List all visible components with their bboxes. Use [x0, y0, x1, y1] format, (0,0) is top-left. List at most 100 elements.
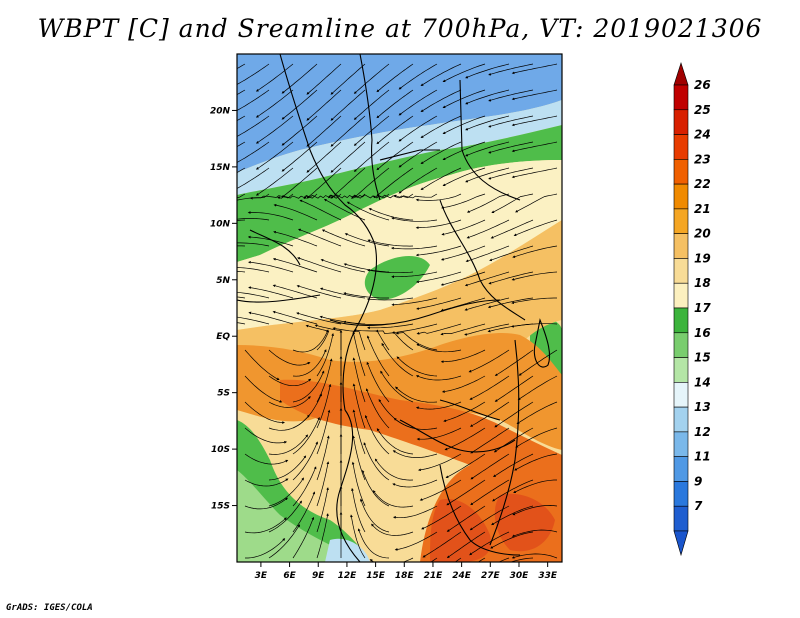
streamline	[469, 531, 510, 556]
lon-tick-label: 3E	[255, 571, 268, 581]
streamline	[464, 323, 510, 336]
streamline	[441, 375, 486, 393]
streamline	[281, 89, 318, 120]
lon-tick-label: 18E	[395, 571, 415, 581]
streamline	[494, 375, 534, 402]
streamline	[465, 167, 510, 183]
streamline	[511, 271, 558, 281]
streamline	[237, 89, 270, 111]
colorbar-swatch	[673, 84, 689, 111]
streamline	[244, 349, 280, 381]
colorbar-swatch	[673, 307, 689, 334]
streamline	[323, 198, 366, 221]
streamline	[363, 442, 390, 481]
lon-tick-label: 15E	[366, 571, 386, 581]
streamline	[490, 531, 534, 549]
streamline	[465, 141, 510, 157]
streamline	[306, 141, 342, 173]
colorbar-swatch	[673, 431, 689, 457]
streamline	[316, 409, 331, 455]
lon-tick-label: 27E	[481, 571, 501, 581]
streamline	[273, 230, 318, 247]
streamline	[393, 505, 438, 519]
streamline	[316, 461, 330, 507]
streamline	[366, 297, 414, 301]
streamline	[237, 167, 270, 189]
streamline	[268, 455, 307, 481]
lon-tick-label: 24E	[452, 571, 472, 581]
streamline	[357, 528, 390, 559]
cool-band-north	[237, 100, 562, 195]
streamline	[330, 167, 366, 199]
streamline	[416, 427, 462, 441]
streamline	[237, 63, 246, 70]
colorbar-label: 9	[694, 474, 702, 488]
streamline	[320, 258, 366, 273]
streamline	[381, 342, 414, 377]
lon-tick-label: 9E	[312, 571, 325, 581]
streamline	[245, 538, 286, 559]
streamline	[470, 453, 510, 480]
streamline	[394, 531, 438, 551]
streamline	[244, 401, 285, 424]
streamline	[464, 271, 510, 287]
streamline	[395, 331, 438, 351]
lon-tick-label: 6E	[283, 571, 296, 581]
streamline	[272, 310, 318, 325]
colorbar-label: 14	[694, 375, 711, 389]
streamline	[255, 115, 294, 144]
streamline	[351, 487, 366, 533]
streamline	[465, 89, 510, 105]
colorbar-label: 26	[694, 78, 711, 92]
streamline	[415, 375, 462, 381]
red-patch-southeast	[494, 493, 555, 552]
streamline	[464, 297, 510, 311]
streamline	[516, 401, 558, 425]
colorbar-swatch	[673, 233, 689, 259]
streamline	[244, 427, 288, 444]
streamline	[316, 383, 332, 429]
streamline	[440, 349, 486, 364]
streamline	[353, 89, 390, 120]
map-frame	[236, 53, 563, 563]
streamline	[488, 167, 534, 180]
streamline	[441, 193, 486, 209]
streamline	[281, 115, 318, 146]
streamline	[469, 375, 510, 400]
streamline	[303, 193, 342, 200]
streamline	[416, 323, 462, 335]
streamline	[511, 297, 557, 305]
streamline	[237, 63, 270, 85]
streamline	[268, 396, 311, 408]
colorbar-swatch	[673, 183, 689, 210]
streamline	[371, 523, 414, 536]
lat-tick-label: EQ	[216, 332, 230, 342]
streamline	[237, 218, 270, 221]
hottest-core	[280, 379, 562, 562]
streamline	[511, 553, 558, 559]
streamline	[316, 435, 330, 481]
streamline	[369, 557, 414, 562]
streamline	[268, 349, 311, 366]
colorbar-label: 13	[694, 400, 711, 414]
streamlines	[237, 63, 558, 562]
streamline	[415, 193, 462, 202]
light-green-region-southwest	[237, 470, 358, 562]
streamline	[391, 245, 438, 250]
green-patch-central	[364, 255, 430, 300]
streamline	[305, 324, 330, 351]
streamline	[372, 490, 414, 508]
streamline	[420, 63, 462, 87]
streamline	[268, 477, 304, 507]
streamline	[393, 193, 438, 199]
colorbar-label: 20	[694, 227, 711, 241]
lat-tick-label: 5S	[217, 389, 230, 399]
streamline	[398, 63, 438, 90]
streamline	[237, 291, 270, 299]
lat-tick-label: 15S	[211, 502, 230, 512]
streamline	[237, 115, 270, 137]
streamline	[272, 257, 318, 273]
streamline	[511, 89, 558, 101]
streamline	[442, 167, 486, 187]
streamline	[446, 531, 486, 559]
